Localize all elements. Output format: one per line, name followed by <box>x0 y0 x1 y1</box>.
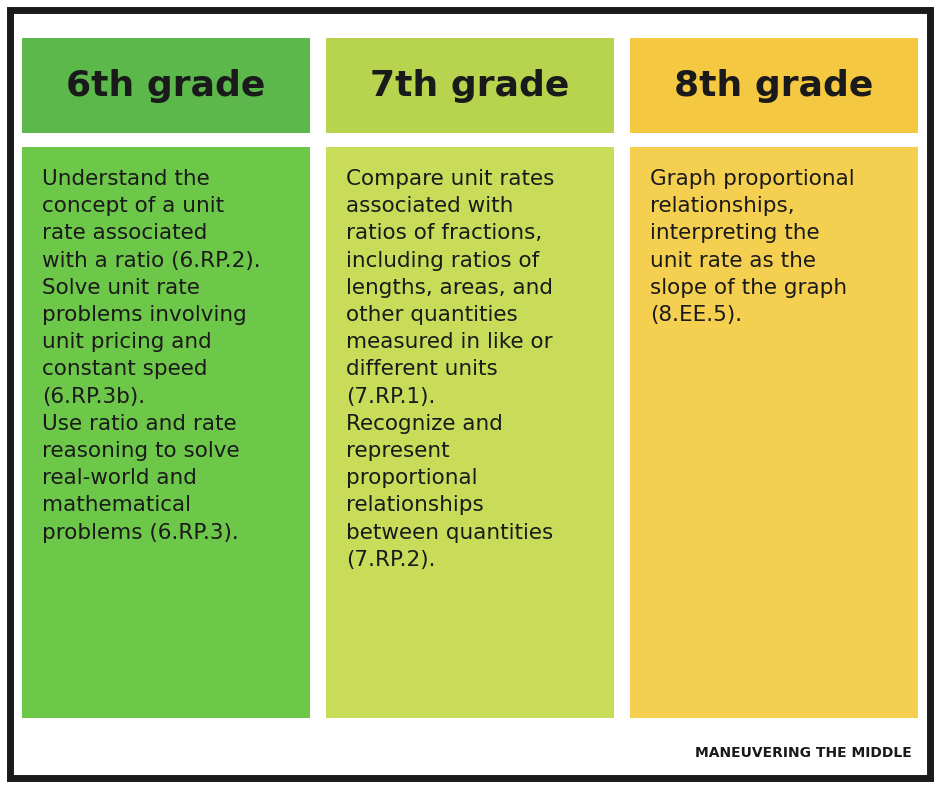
Bar <box>22 147 310 718</box>
Text: 7th grade: 7th grade <box>370 69 570 102</box>
Bar <box>630 147 918 718</box>
Text: Graph proportional
relationships,
interpreting the
unit rate as the
slope of the: Graph proportional relationships, interp… <box>650 169 854 325</box>
Text: MANEUVERING THE MIDDLE: MANEUVERING THE MIDDLE <box>696 746 912 760</box>
Bar <box>326 38 614 133</box>
Bar <box>326 147 614 718</box>
Text: Compare unit rates
associated with
ratios of fractions,
including ratios of
leng: Compare unit rates associated with ratio… <box>346 169 555 570</box>
Bar <box>630 38 918 133</box>
Text: 8th grade: 8th grade <box>674 69 873 102</box>
Bar <box>22 38 310 133</box>
Text: Understand the
concept of a unit
rate associated
with a ratio (6.RP.2).
Solve un: Understand the concept of a unit rate as… <box>42 169 260 543</box>
Text: 6th grade: 6th grade <box>67 69 266 102</box>
